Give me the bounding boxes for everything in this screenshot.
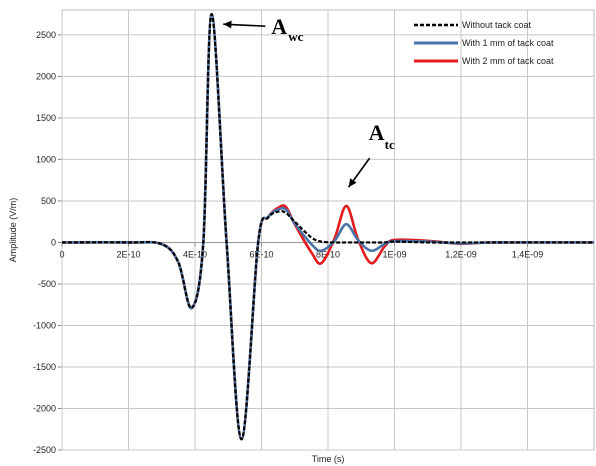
y-tick-label: 2000 (36, 71, 56, 81)
legend-label: With 1 mm of tack coat (462, 38, 554, 48)
annotation-tc-main: A (369, 120, 385, 145)
x-tick-label: 1E-09 (382, 249, 406, 259)
legend-label: Without tack coat (462, 20, 532, 30)
y-axis-title: Amplitude (V/m) (8, 198, 18, 263)
y-tick-label: 500 (41, 196, 56, 206)
y-tick-label: -1000 (33, 320, 56, 330)
series-line-without-tack-coat (61, 13, 594, 441)
x-tick-label: 6E-10 (249, 249, 273, 259)
x-tick-label: 4E-10 (183, 249, 207, 259)
x-axis-title: Time (s) (312, 454, 345, 464)
y-tick-label: -500 (38, 279, 56, 289)
y-tick-label: 2500 (36, 30, 56, 40)
x-tick-label: 1,4E-09 (512, 249, 544, 259)
x-tick-label: 2E-10 (116, 249, 140, 259)
y-tick-label: 1500 (36, 113, 56, 123)
x-tick-label: 1,2E-09 (445, 249, 477, 259)
y-tick-label: -2500 (33, 445, 56, 455)
annotation-tc-arrow-head (348, 178, 357, 188)
annotation-tc-sub: tc (385, 137, 395, 152)
y-tick-label: 0 (51, 237, 56, 247)
annotation-wc-arrow-head (223, 20, 232, 29)
annotation-wc-main: A (271, 14, 287, 39)
y-tick-label: 1000 (36, 154, 56, 164)
y-tick-label: -2000 (33, 403, 56, 413)
x-tick-label: 0 (59, 249, 64, 259)
legend-label: With 2 mm of tack coat (462, 56, 554, 66)
y-tick-label: -1500 (33, 362, 56, 372)
annotation-wc-sub: wc (288, 29, 303, 44)
